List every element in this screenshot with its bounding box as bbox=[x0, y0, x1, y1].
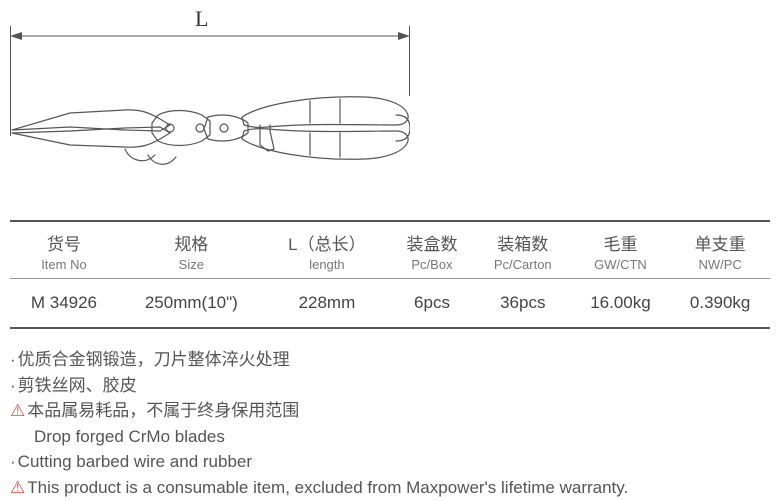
col-gw-ctn: 毛重GW/CTN bbox=[571, 221, 671, 279]
snips-line-drawing bbox=[10, 75, 410, 210]
bullet-icon: · bbox=[10, 350, 16, 369]
cell-pc-carton: 36pcs bbox=[475, 279, 571, 329]
table-header-row: 货号Item No 规格Size L（总长）length 装盒数Pc/Box 装… bbox=[10, 221, 770, 279]
col-size: 规格Size bbox=[118, 221, 265, 279]
bullet-icon: · bbox=[10, 452, 16, 471]
note-line-1: ·优质合金钢锻造，刀片整体淬火处理 bbox=[10, 347, 772, 373]
col-item-no: 货号Item No bbox=[10, 221, 118, 279]
col-length: L（总长）length bbox=[265, 221, 389, 279]
cell-item-no: M 34926 bbox=[10, 279, 118, 329]
bullet-icon: · bbox=[10, 376, 16, 395]
spec-table: 货号Item No 规格Size L（总长）length 装盒数Pc/Box 装… bbox=[10, 220, 770, 329]
cell-length: 228mm bbox=[265, 279, 389, 329]
table-row: M 34926 250mm(10") 228mm 6pcs 36pcs 16.0… bbox=[10, 279, 770, 329]
product-notes: ·优质合金钢锻造，刀片整体淬火处理 ·剪铁丝网、胶皮 ⚠本品属易耗品，不属于终身… bbox=[10, 347, 772, 500]
col-pc-box: 装盒数Pc/Box bbox=[389, 221, 475, 279]
cell-nw-pc: 0.390kg bbox=[670, 279, 770, 329]
cell-size: 250mm(10") bbox=[118, 279, 265, 329]
warning-icon: ⚠ bbox=[10, 398, 25, 424]
cell-pc-box: 6pcs bbox=[389, 279, 475, 329]
technical-diagram: L bbox=[0, 0, 782, 220]
note-line-6-warning: ⚠This product is a consumable item, excl… bbox=[10, 475, 772, 501]
note-line-2: ·剪铁丝网、胶皮 bbox=[10, 373, 772, 399]
warning-icon: ⚠ bbox=[10, 475, 25, 501]
note-line-4: Drop forged CrMo blades bbox=[10, 424, 772, 450]
note-line-3-warning: ⚠本品属易耗品，不属于终身保用范围 bbox=[10, 398, 772, 424]
col-pc-carton: 装箱数Pc/Carton bbox=[475, 221, 571, 279]
cell-gw-ctn: 16.00kg bbox=[571, 279, 671, 329]
dimension-line bbox=[10, 26, 410, 46]
note-line-5: ·Cutting barbed wire and rubber bbox=[10, 449, 772, 475]
col-nw-pc: 单支重NW/PC bbox=[670, 221, 770, 279]
